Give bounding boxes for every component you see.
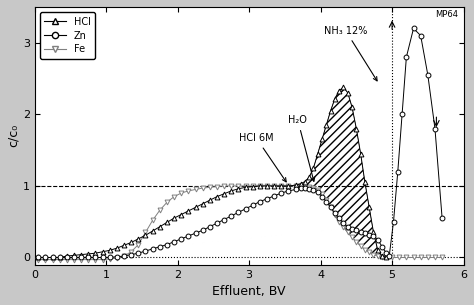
Fe [178,191,184,195]
Fe [36,258,41,261]
Zn [410,27,416,30]
Fe [362,248,368,251]
HCl [383,256,389,259]
Zn [150,247,155,251]
Line: Zn: Zn [36,26,445,260]
HCl [302,180,308,183]
Fe [410,256,416,259]
Fe [243,184,248,188]
HCl [136,237,141,241]
Zn [439,216,445,220]
Zn [306,187,312,191]
Fe [71,258,77,261]
Line: Fe: Fe [36,184,445,262]
HCl [341,85,346,89]
Legend: HCl, Zn, Fe: HCl, Zn, Fe [39,12,95,59]
Y-axis label: c/c₀: c/c₀ [7,124,20,147]
Zn [36,256,41,259]
X-axis label: Effluent, BV: Effluent, BV [212,285,286,298]
Zn [395,170,401,174]
Zn [143,249,148,253]
Fe [439,256,445,259]
HCl [319,138,325,141]
Zn [302,186,308,190]
Fe [150,218,155,222]
Line: HCl: HCl [36,85,389,260]
HCl [36,256,41,259]
Text: HCl 6M: HCl 6M [239,133,286,182]
Text: H₂O: H₂O [288,115,315,181]
HCl [128,241,134,244]
Text: NH₃ 12%: NH₃ 12% [324,26,377,81]
Text: MP64: MP64 [436,9,458,19]
HCl [349,105,355,109]
Fe [221,184,227,188]
HCl [375,249,381,252]
Zn [236,210,241,214]
